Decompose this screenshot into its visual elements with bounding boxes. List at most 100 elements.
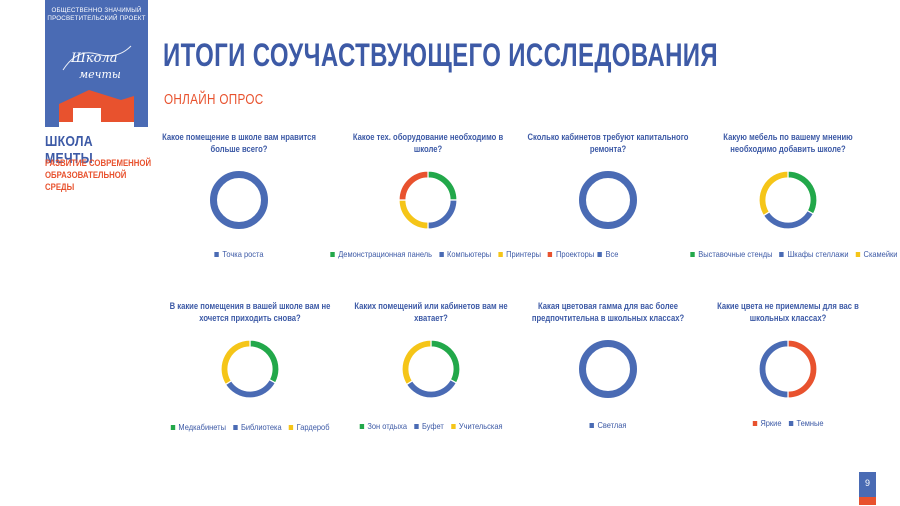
donut-slice-3	[758, 170, 789, 217]
legend-label: Гардероб	[296, 422, 330, 432]
brand-tagline-line2: ПРОСВЕТИТЕЛЬСКИЙ ПРОЕКТ	[47, 15, 146, 22]
donut-slice-1	[249, 339, 280, 384]
legend-swatch	[170, 425, 175, 431]
chart-legend: Зон отдыха Буфет Учительская	[330, 421, 532, 431]
slide-title: ИТОГИ СОУЧАСТВУЮЩЕГО ИССЛЕДОВАНИЯ	[163, 37, 719, 73]
legend-item: Зон отдыха	[359, 421, 407, 431]
legend-label: Компьютеры	[447, 249, 492, 259]
donut-slice-1	[430, 339, 461, 384]
school-building-icon	[59, 90, 134, 127]
legend-item: Проекторы	[548, 249, 594, 259]
legend-item: Буфет	[414, 421, 444, 431]
legend-item: Учительская	[450, 421, 503, 431]
donut-chart	[579, 171, 637, 229]
legend-swatch	[589, 423, 594, 429]
legend-swatch	[855, 252, 861, 258]
legend-label: Библиотека	[240, 422, 282, 432]
slide-subtitle: ОНЛАЙН ОПРОС	[164, 91, 264, 108]
donut-slice-1	[787, 339, 818, 399]
donut-slice-2	[405, 378, 458, 399]
donut-slice-1	[210, 171, 268, 229]
chart-legend: Светлая	[507, 420, 709, 430]
donut-slice-1	[787, 170, 818, 215]
legend-label: Медкабинеты	[178, 422, 226, 432]
donut-slice-4	[398, 170, 429, 201]
legend-label: Шкафы стеллажи	[787, 249, 849, 259]
page-number: 9	[864, 478, 870, 488]
chart-question: Какое тех. оборудование необходимо в шко…	[352, 132, 504, 154]
chart-question: Какое помещение в школе вам нравится бол…	[162, 132, 316, 154]
legend-swatch	[690, 252, 695, 258]
donut-slice-1	[427, 170, 458, 201]
brand-subtitle: РАЗВИТИЕ СОВРЕМЕННОЙ ОБРАЗОВАТЕЛЬНОЙ СРЕ…	[45, 158, 152, 194]
page-number-badge: 9	[859, 472, 876, 505]
donut-slice-2	[758, 339, 789, 399]
legend-item: Все	[597, 249, 619, 259]
legend-swatch	[548, 252, 553, 258]
legend-item: Принтеры	[498, 249, 541, 259]
chart-legend: Демонстрационная панель Компьютеры Принтер…	[327, 249, 594, 259]
brand-subtitle-line1: РАЗВИТИЕ СОВРЕМЕННОЙ	[45, 158, 152, 169]
legend-swatch	[414, 424, 419, 430]
brand-subtitle-line2: ОБРАЗОВАТЕЛЬНОЙ СРЕДЫ	[45, 170, 127, 193]
legend-label: Точка роста	[222, 249, 264, 259]
donut-slice-3	[398, 199, 429, 230]
donut-slice-1	[579, 340, 637, 398]
donut-chart	[401, 339, 461, 399]
legend-label: Темные	[796, 418, 824, 428]
brand-name: ШКОЛА МЕЧТЫ	[45, 133, 93, 167]
legend-label: Светлая	[597, 420, 627, 430]
chart-question: Какая цветовая гамма для вас более предп…	[531, 301, 685, 323]
donut-chart	[758, 339, 818, 399]
page-badge-stripe	[859, 497, 876, 505]
legend-swatch	[439, 252, 444, 258]
legend-label: Скамейки	[863, 249, 898, 259]
legend-label: Яркие	[760, 418, 782, 428]
chart-legend: Все	[507, 249, 709, 259]
legend-label: Принтеры	[506, 249, 541, 259]
legend-swatch	[330, 252, 335, 258]
donut-chart	[398, 170, 458, 230]
legend-item: Медкабинеты	[170, 422, 226, 432]
logo-script: Школа мечты	[62, 45, 132, 81]
legend-item: Библиотека	[233, 422, 282, 432]
donut-chart	[758, 170, 818, 230]
chart-legend: Яркие Темные	[687, 418, 889, 428]
legend-label: Демонстрационная панель	[338, 249, 433, 259]
chart-question: В какие помещения в вашей школе вам не х…	[169, 301, 331, 323]
legend-swatch	[288, 425, 294, 431]
donut-chart	[579, 340, 637, 398]
legend-label: Учительская	[458, 421, 503, 431]
donut-slice-2	[427, 199, 458, 230]
chart-question: Какую мебель по вашему мнению необходимо…	[723, 132, 853, 154]
legend-item: Яркие	[752, 418, 781, 428]
brand-logo-block: ОБЩЕСТВЕННО ЗНАЧИМЫЙ ПРОСВЕТИТЕЛЬСКИЙ ПР…	[45, 0, 148, 127]
chart-question: Сколько кабинетов требуют капитального р…	[527, 132, 689, 154]
legend-label: Все	[605, 249, 619, 259]
legend-item: Светлая	[589, 420, 627, 430]
donut-slice-3	[220, 339, 251, 386]
chart-question: Какие цвета не приемлемы для вас в школь…	[717, 301, 859, 323]
legend-swatch	[214, 252, 219, 258]
legend-item: Компьютеры	[439, 249, 491, 259]
donut-slice-1	[579, 171, 637, 229]
legend-swatch	[450, 424, 456, 430]
legend-item: Точка роста	[214, 249, 264, 259]
donut-slice-2	[224, 378, 277, 399]
legend-label: Проекторы	[555, 249, 595, 259]
legend-label: Буфет	[421, 421, 444, 431]
chart-question: Каких помещений или кабинетов вам не хва…	[354, 301, 508, 323]
brand-tagline-line1: ОБЩЕСТВЕННО ЗНАЧИМЫЙ	[51, 7, 142, 14]
donut-slice-3	[401, 339, 432, 386]
legend-swatch	[359, 424, 364, 430]
legend-swatch	[779, 252, 784, 258]
chart-legend: Выставочные стенды Шкафы стеллажи Скамейки	[687, 249, 897, 259]
brand-tagline: ОБЩЕСТВЕННО ЗНАЧИМЫЙ ПРОСВЕТИТЕЛЬСКИЙ ПР…	[45, 7, 148, 23]
legend-swatch	[233, 425, 238, 431]
legend-item: Демонстрационная панель	[330, 249, 432, 259]
donut-slice-2	[762, 209, 815, 230]
legend-item: Выставочные стенды	[690, 249, 772, 259]
legend-label: Выставочные стенды	[698, 249, 773, 259]
legend-swatch	[752, 421, 757, 427]
legend-item: Темные	[788, 418, 824, 428]
